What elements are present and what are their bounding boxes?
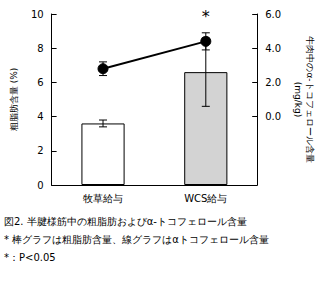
svg-text:8: 8 bbox=[37, 43, 43, 54]
svg-text:0.0: 0.0 bbox=[265, 111, 281, 122]
svg-text:図2. 半腱様筋中の粗脂肪およびα-トコフェロール含量: 図2. 半腱様筋中の粗脂肪およびα-トコフェロール含量 bbox=[4, 216, 247, 227]
svg-text:* 棒グラフは粗脂肪含量、線グラフはαトコフェロール含量: * 棒グラフは粗脂肪含量、線グラフはαトコフェロール含量 bbox=[4, 234, 269, 245]
svg-text:*: * bbox=[202, 7, 210, 26]
svg-text:(mg/kg): (mg/kg) bbox=[293, 82, 303, 117]
svg-text:4: 4 bbox=[37, 111, 43, 122]
svg-text:粗脂肪含量 (%): 粗脂肪含量 (%) bbox=[9, 68, 19, 131]
svg-text:2.0: 2.0 bbox=[265, 77, 281, 88]
svg-text:0: 0 bbox=[37, 180, 43, 191]
svg-text:6: 6 bbox=[37, 77, 43, 88]
svg-text:牛肉中のα-トコフェロール含量: 牛肉中のα-トコフェロール含量 bbox=[305, 36, 315, 162]
svg-text:4.0: 4.0 bbox=[265, 43, 281, 54]
svg-text:2: 2 bbox=[37, 145, 43, 156]
svg-text:牧草給与: 牧草給与 bbox=[83, 193, 123, 204]
svg-text:6.0: 6.0 bbox=[265, 9, 281, 20]
svg-text:*：P<0.05: *：P<0.05 bbox=[4, 252, 56, 263]
svg-text:WCS給与: WCS給与 bbox=[184, 193, 227, 204]
svg-text:10: 10 bbox=[31, 9, 44, 20]
